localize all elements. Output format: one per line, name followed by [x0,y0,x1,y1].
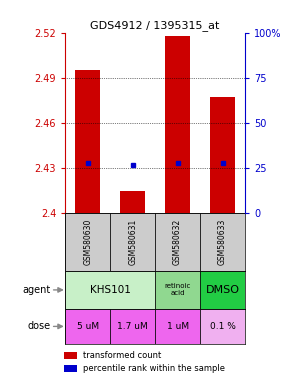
Text: percentile rank within the sample: percentile rank within the sample [83,364,225,373]
Bar [200,213,245,271]
Text: 0.1 %: 0.1 % [210,322,235,331]
Bar [65,309,110,344]
Bar [110,309,155,344]
Bar [64,353,77,359]
Text: 1.7 uM: 1.7 uM [117,322,148,331]
Title: GDS4912 / 1395315_at: GDS4912 / 1395315_at [90,20,220,31]
Text: GSM580633: GSM580633 [218,219,227,265]
Bar [155,271,200,309]
Text: GSM580631: GSM580631 [128,219,137,265]
Bar [210,97,235,213]
Text: GSM580632: GSM580632 [173,219,182,265]
Text: transformed count: transformed count [83,351,161,360]
Bar [200,309,245,344]
Text: 5 uM: 5 uM [77,322,99,331]
Text: dose: dose [28,321,51,331]
Bar [65,271,155,309]
Bar [155,309,200,344]
Text: GSM580630: GSM580630 [83,219,92,265]
Bar [64,366,77,372]
Text: retinoic
acid: retinoic acid [164,283,191,296]
Bar [155,213,200,271]
Bar [65,213,110,271]
Text: KHS101: KHS101 [90,285,130,295]
Text: 1 uM: 1 uM [166,322,189,331]
Text: DMSO: DMSO [206,285,240,295]
Text: agent: agent [23,285,51,295]
Bar [75,70,100,213]
Bar [200,271,245,309]
Bar [110,213,155,271]
Bar [165,36,190,213]
Bar [120,190,145,213]
